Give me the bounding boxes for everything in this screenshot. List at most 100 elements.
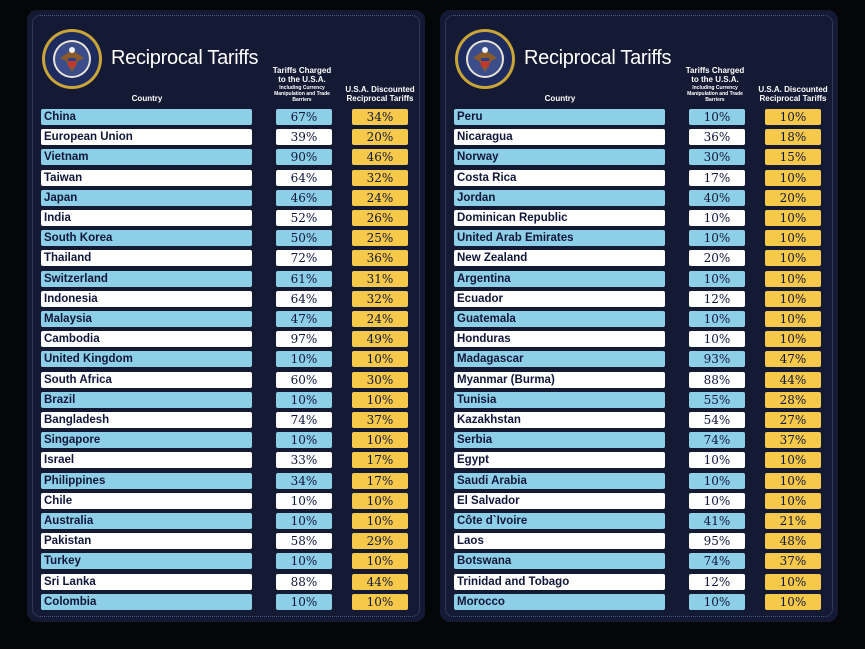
discounted-cell: 24% (352, 189, 408, 206)
country-cell: United Kingdom (41, 351, 252, 368)
country-header: Country (544, 94, 576, 103)
country-cell: India (41, 210, 252, 226)
charged-cell: 74% (689, 553, 745, 570)
discounted-cell: 48% (765, 533, 821, 550)
discounted-cell: 46% (352, 149, 408, 166)
seal-icon (41, 28, 103, 90)
country-header: Country (131, 94, 163, 103)
discounted-cell: 28% (765, 391, 821, 408)
country-cell: Malaysia (41, 311, 252, 327)
charged-cell: 10% (276, 391, 332, 408)
country-cell: Botswana (454, 553, 665, 570)
charged-cell: 10% (689, 472, 745, 489)
discounted-cell: 20% (765, 189, 821, 206)
country-cell: Norway (454, 149, 665, 166)
panel-border (32, 15, 420, 617)
discounted-cell: 30% (352, 371, 408, 388)
country-cell: China (41, 109, 252, 125)
charged-cell: 12% (689, 573, 745, 590)
charged-cell: 17% (689, 169, 745, 186)
charged-cell: 54% (689, 412, 745, 428)
charged-cell: 36% (689, 129, 745, 146)
country-cell: Philippines (41, 472, 252, 489)
discounted-cell: 36% (352, 250, 408, 267)
country-cell: Brazil (41, 391, 252, 408)
discounted-cell: 10% (765, 593, 821, 610)
country-cell: Pakistan (41, 533, 252, 550)
country-cell: Honduras (454, 331, 665, 348)
country-cell: Indonesia (41, 290, 252, 307)
country-cell: Vietnam (41, 149, 252, 166)
charged-cell: 10% (276, 553, 332, 570)
discounted-cell: 10% (352, 391, 408, 408)
charged-cell: 20% (689, 250, 745, 267)
seal (42, 29, 102, 89)
country-cell: Morocco (454, 593, 665, 610)
discounted-cell: 18% (765, 129, 821, 146)
country-cell: Australia (41, 513, 252, 529)
charged-cell: 10% (689, 210, 745, 226)
discounted-cell: 10% (765, 169, 821, 186)
country-cell: Tunisia (454, 391, 665, 408)
discounted-cell: 10% (765, 290, 821, 307)
country-cell: Laos (454, 533, 665, 550)
discounted-cell: 17% (352, 452, 408, 469)
discounted-cell: 10% (352, 553, 408, 570)
discounted-cell: 26% (352, 210, 408, 226)
discounted-header: U.S.A. Discounted Reciprocal Tariffs (345, 85, 415, 103)
charged-note: Including Currency Manipulation and Trad… (687, 85, 743, 103)
country-cell: United Arab Emirates (454, 230, 665, 247)
discounted-cell: 10% (352, 492, 408, 509)
country-cell: Chile (41, 492, 252, 509)
discounted-cell: 49% (352, 331, 408, 348)
charged-cell: 12% (689, 290, 745, 307)
charged-cell: 40% (689, 189, 745, 206)
country-cell: South Africa (41, 371, 252, 388)
charged-header: Tariffs Charged to the U.S.A. (272, 66, 332, 84)
discounted-cell: 44% (352, 573, 408, 590)
country-cell: Taiwan (41, 169, 252, 186)
charged-cell: 33% (276, 452, 332, 469)
charged-cell: 60% (276, 371, 332, 388)
discounted-cell: 10% (765, 210, 821, 226)
country-cell: Egypt (454, 452, 665, 469)
title: Reciprocal Tariffs (524, 47, 672, 69)
country-cell: Saudi Arabia (454, 472, 665, 489)
charged-cell: 10% (276, 351, 332, 368)
charged-cell: 10% (689, 109, 745, 125)
country-cell: Switzerland (41, 270, 252, 287)
charged-cell: 39% (276, 129, 332, 146)
charged-cell: 93% (689, 351, 745, 368)
country-cell: Israel (41, 452, 252, 469)
country-cell: New Zealand (454, 250, 665, 267)
discounted-cell: 27% (765, 412, 821, 428)
country-cell: Jordan (454, 189, 665, 206)
discounted-cell: 29% (352, 533, 408, 550)
country-cell: Thailand (41, 250, 252, 267)
seal (455, 29, 515, 89)
country-cell: Kazakhstan (454, 412, 665, 428)
charged-cell: 50% (276, 230, 332, 247)
discounted-cell: 31% (352, 270, 408, 287)
country-cell: El Salvador (454, 492, 665, 509)
charged-note: Including Currency Manipulation and Trad… (274, 85, 330, 103)
panel: Reciprocal Tariffs Country Tariffs Charged… (27, 10, 425, 622)
country-cell: European Union (41, 129, 252, 146)
charged-cell: 61% (276, 270, 332, 287)
discounted-cell: 10% (765, 250, 821, 267)
discounted-cell: 37% (765, 432, 821, 449)
charged-cell: 72% (276, 250, 332, 267)
panel-border (445, 15, 833, 617)
title: Reciprocal Tariffs (111, 47, 259, 69)
charged-cell: 67% (276, 109, 332, 125)
charged-cell: 10% (689, 492, 745, 509)
country-cell: Colombia (41, 593, 252, 610)
discounted-cell: 10% (765, 573, 821, 590)
discounted-cell: 10% (765, 270, 821, 287)
charged-cell: 74% (689, 432, 745, 449)
country-cell: Peru (454, 109, 665, 125)
charged-cell: 34% (276, 472, 332, 489)
discounted-cell: 10% (765, 109, 821, 125)
discounted-cell: 10% (352, 593, 408, 610)
